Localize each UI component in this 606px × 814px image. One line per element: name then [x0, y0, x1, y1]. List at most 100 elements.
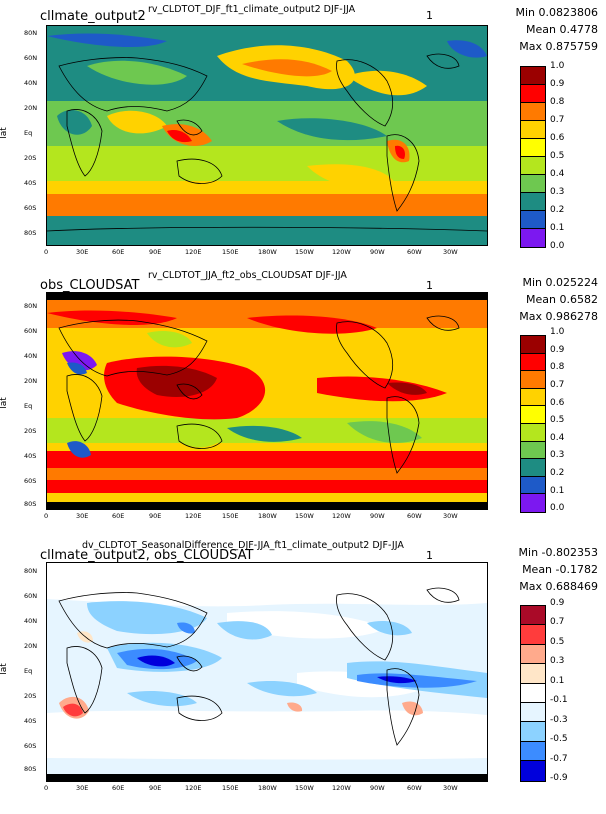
legend-label: -0.7	[550, 754, 568, 764]
legend-label: 0.7	[550, 115, 565, 125]
legend-swatch	[521, 683, 545, 703]
lon-tick: 150W	[295, 512, 314, 520]
legend-label: 0.4	[550, 433, 565, 443]
lat-tick: 40N	[24, 617, 38, 625]
lon-tick: 90E	[149, 784, 162, 792]
lon-tick: 60E	[112, 248, 125, 256]
legend-swatch	[521, 406, 545, 424]
legend-swatch	[521, 459, 545, 477]
panel-center-title: rv_CLDTOT_JJA_ft2_obs_CLOUDSAT DJF-JJA	[148, 270, 347, 281]
lon-tick: 90W	[370, 784, 385, 792]
legend-swatch	[521, 157, 545, 175]
lat-tick: 80N	[24, 302, 38, 310]
legend-swatch	[521, 606, 545, 626]
stat-mean: Mean -0.1782	[522, 563, 598, 576]
lon-tick: 60E	[112, 512, 125, 520]
map-plot	[46, 25, 488, 246]
lon-ticks: 0 30E 60E 90E 120E 150E 180W 150W 120W 9…	[44, 248, 486, 258]
lon-tick: 90W	[370, 512, 385, 520]
stat-max: Max 0.875759	[519, 40, 598, 53]
lon-tick: 0	[44, 512, 49, 520]
legend-label: 1.0	[550, 61, 565, 71]
y-axis-label: lat	[0, 663, 9, 675]
lon-tick: 150W	[295, 784, 314, 792]
legend-label: 0.2	[550, 205, 565, 215]
legend-label: 0.7	[550, 380, 565, 390]
stat-max: Max 0.986278	[519, 310, 598, 323]
legend-label: 0.8	[550, 362, 565, 372]
lon-tick: 180W	[258, 248, 277, 256]
lon-ticks: 0 30E 60E 90E 120E 150E 180W 150W 120W 9…	[44, 784, 486, 794]
lon-tick: 90W	[370, 248, 385, 256]
lat-tick: 20S	[24, 692, 37, 700]
legend-label: 0.5	[550, 415, 565, 425]
lon-tick: 60E	[112, 784, 125, 792]
lon-tick: 150E	[222, 512, 239, 520]
legend-label: 0.3	[550, 450, 565, 460]
legend-label: 0.6	[550, 398, 565, 408]
lat-tick: 80N	[24, 29, 38, 37]
lon-tick: 30W	[443, 784, 458, 792]
legend-label: 0.3	[550, 187, 565, 197]
legend-swatch	[521, 139, 545, 157]
legend-swatch	[521, 741, 545, 762]
legend-label: 0.2	[550, 468, 565, 478]
lon-tick: 150W	[295, 248, 314, 256]
lon-ticks: 0 30E 60E 90E 120E 150E 180W 150W 120W 9…	[44, 512, 486, 522]
lat-tick: 40N	[24, 352, 38, 360]
legend-swatch	[521, 175, 545, 193]
stat-max: Max 0.688469	[519, 580, 598, 593]
lat-tick: 20N	[24, 377, 38, 385]
lat-tick: 20N	[24, 104, 38, 112]
lat-tick: Eq	[24, 129, 33, 137]
stat-min: Min 0.0823806	[515, 6, 599, 19]
legend-label: -0.1	[550, 695, 568, 705]
lat-tick: Eq	[24, 402, 33, 410]
legend-label: 0.6	[550, 133, 565, 143]
lat-tick: 60N	[24, 54, 38, 62]
legend-swatch	[521, 761, 545, 781]
legend-label: 0.1	[550, 486, 565, 496]
lat-tick: 40S	[24, 179, 37, 187]
lon-tick: 30W	[443, 248, 458, 256]
lon-tick: 30E	[76, 248, 89, 256]
lat-tick: 80S	[24, 765, 37, 773]
lat-tick: 60S	[24, 477, 37, 485]
lon-tick: 30E	[76, 512, 89, 520]
lon-tick: 120E	[185, 784, 202, 792]
legend-label: 0.8	[550, 97, 565, 107]
lat-tick: 60N	[24, 592, 38, 600]
lat-tick: 20S	[24, 427, 37, 435]
lon-tick: 180W	[258, 512, 277, 520]
legend-swatch	[521, 193, 545, 211]
stat-mean: Mean 0.4778	[526, 23, 598, 36]
lon-tick: 90E	[149, 248, 162, 256]
legend-label: 0.0	[550, 241, 565, 251]
lon-tick: 120E	[185, 512, 202, 520]
lat-tick: 60S	[24, 204, 37, 212]
legend-swatch	[521, 103, 545, 121]
lon-tick: 60W	[407, 248, 422, 256]
legend-label: 0.9	[550, 345, 565, 355]
legend-swatch	[521, 423, 545, 442]
map-plot	[46, 292, 488, 510]
color-legend	[520, 605, 546, 782]
lat-tick: 80S	[24, 500, 37, 508]
lat-tick: 60N	[24, 327, 38, 335]
legend-swatch	[521, 336, 545, 354]
lon-tick: 0	[44, 784, 49, 792]
legend-label: 0.0	[550, 503, 565, 513]
stat-min: Min 0.025224	[522, 276, 598, 289]
legend-label: 1.0	[550, 327, 565, 337]
lon-tick: 150E	[222, 248, 239, 256]
lat-tick: 40S	[24, 452, 37, 460]
panel-stats: Min -0.802353 Mean -0.1782 Max 0.688469	[519, 544, 598, 595]
y-axis-label: lat	[0, 397, 9, 409]
y-axis-label: lat	[0, 127, 9, 139]
lon-tick: 30W	[443, 512, 458, 520]
panel-center-title: dv_CLDTOT_SeasonalDifference_DJF-JJA_ft1…	[82, 540, 404, 551]
legend-swatch	[521, 85, 545, 103]
legend-swatch	[521, 388, 545, 407]
color-legend	[520, 66, 546, 248]
legend-swatch	[521, 353, 545, 372]
